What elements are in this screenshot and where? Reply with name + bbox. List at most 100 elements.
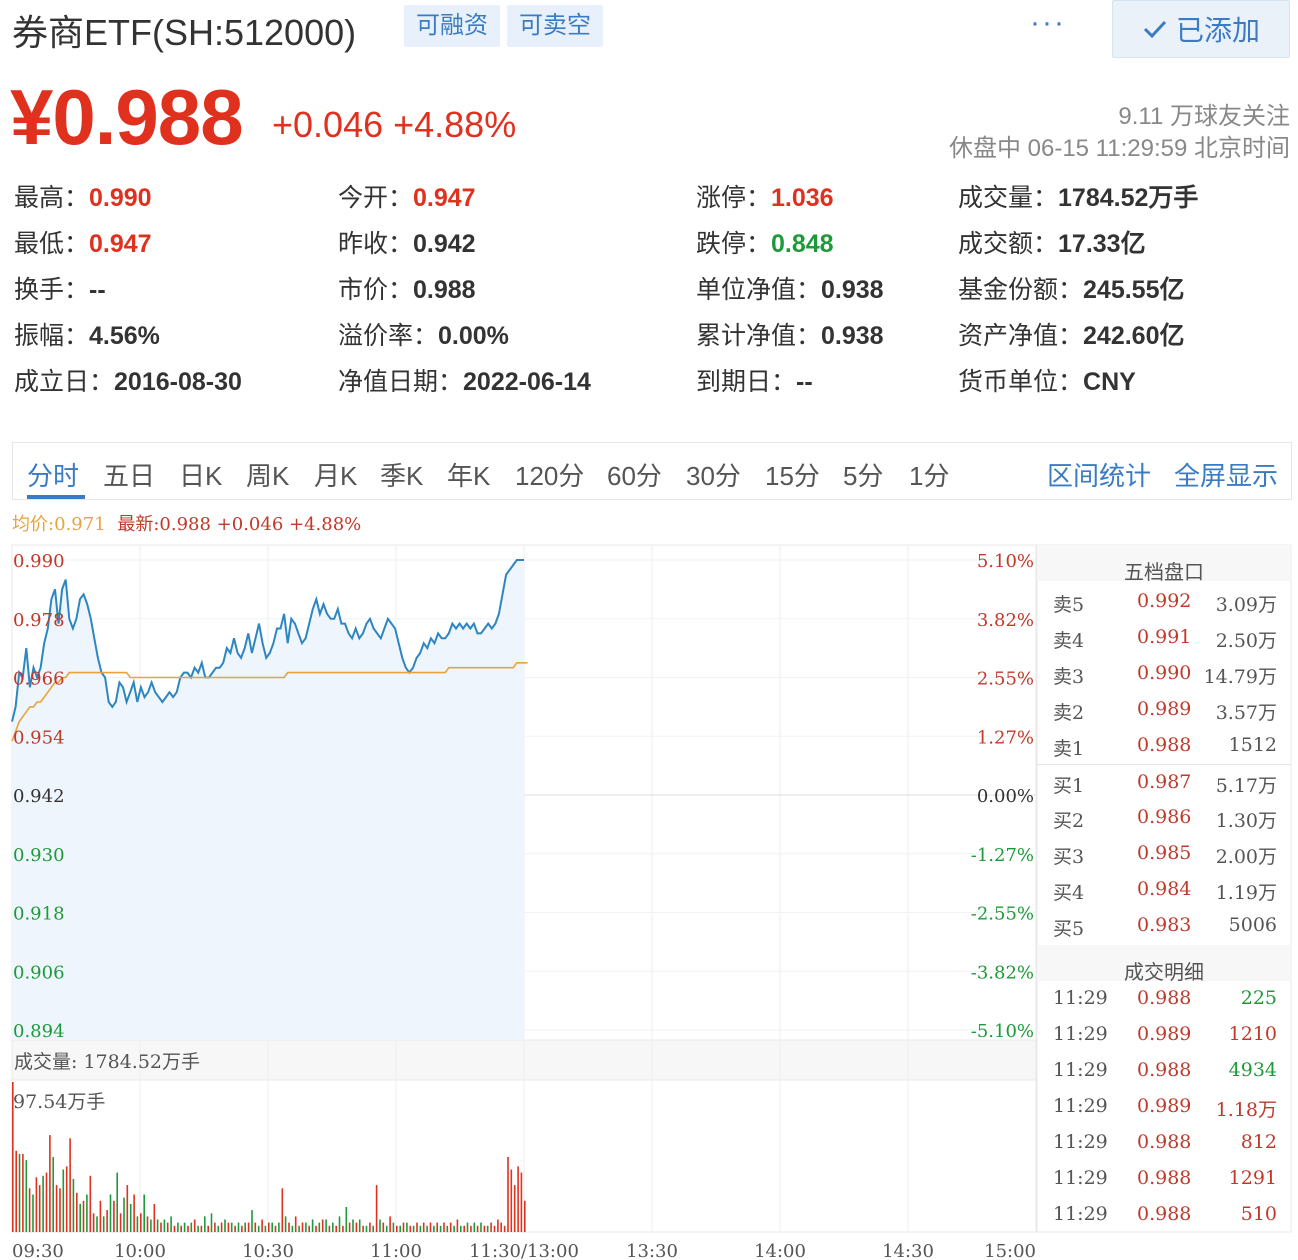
volume-bar (412, 1225, 415, 1233)
tab-period[interactable]: 年K (447, 461, 491, 491)
tab-period[interactable]: 60分 (607, 461, 662, 491)
y-pct-tick: 2.55% (977, 669, 1034, 690)
tab-period[interactable]: 季K (380, 461, 424, 491)
orderbook-level: 卖3 (1053, 666, 1085, 688)
volume-bar (230, 1222, 233, 1232)
trade-row: 11:29 0.989 1210 (1037, 1017, 1291, 1053)
tab-period[interactable]: 五日 (103, 461, 156, 491)
volume-bar (416, 1222, 418, 1232)
volume-bar (241, 1225, 243, 1233)
volume-bar (129, 1203, 132, 1232)
tab-period[interactable]: 1分 (909, 461, 950, 491)
tab-period[interactable]: 月K (314, 461, 358, 491)
volume-bar (463, 1225, 465, 1233)
trade-time: 11:29 (1053, 1095, 1108, 1117)
volume-bar (517, 1166, 519, 1232)
tab-period[interactable]: 15分 (765, 461, 820, 491)
range-stats-button[interactable]: 区间统计 (1047, 461, 1152, 491)
orderbook-price: 0.991 (1137, 626, 1192, 648)
volume-bar (92, 1213, 95, 1233)
trade-price: 0.988 (1137, 1203, 1192, 1225)
stat-item: 最高：0.990 (14, 178, 152, 214)
stat-value: CNY (1083, 368, 1136, 396)
orderbook-row: 买1 0.987 5.17万 (1037, 764, 1291, 800)
stat-label: 货币单位： (958, 368, 1084, 396)
stat-label: 换手： (14, 276, 90, 304)
tab-period[interactable]: 30分 (686, 461, 741, 491)
volume-bar (426, 1225, 428, 1233)
trade-volume: 1210 (1228, 1023, 1277, 1045)
volume-bar (76, 1192, 78, 1232)
trade-time: 11:29 (1053, 1023, 1108, 1045)
x-time-tick: 09:30 (12, 1241, 64, 1260)
stat-item: 今开：0.947 (338, 178, 476, 214)
stat-item: 换手：-- (14, 270, 106, 306)
volume-bar (59, 1188, 61, 1233)
trade-row: 11:29 0.989 1.18万 (1037, 1089, 1291, 1125)
checkmark-icon (1143, 20, 1167, 39)
orderbook-price: 0.987 (1137, 771, 1192, 793)
volume-bar (281, 1188, 284, 1233)
orderbook-volume: 14.79万 (1203, 666, 1277, 688)
trade-volume: 812 (1240, 1131, 1277, 1153)
active-tab-indicator (27, 495, 85, 499)
volume-bar (335, 1225, 337, 1233)
volume-bar (15, 1150, 17, 1233)
followers-count[interactable]: 9.11 万球友关注 (1118, 103, 1290, 130)
trade-volume: 1.18万 (1215, 1099, 1277, 1121)
tab-period[interactable]: 5分 (843, 461, 884, 491)
volume-bar (375, 1185, 378, 1232)
volume-bar (372, 1225, 374, 1233)
volume-bar (200, 1225, 203, 1233)
volume-bar (358, 1219, 361, 1232)
tag-short-selling[interactable]: 可卖空 (507, 5, 603, 47)
price-area-fill (12, 560, 524, 1040)
y-pct-tick: -5.10% (971, 1021, 1034, 1042)
volume-bar (173, 1225, 176, 1233)
stat-item: 净值日期：2022-06-14 (338, 362, 591, 398)
orderbook-price: 0.985 (1137, 842, 1192, 864)
trade-row: 11:29 0.988 225 (1037, 981, 1291, 1017)
orderbook-level: 卖5 (1053, 594, 1085, 616)
volume-bar (261, 1219, 263, 1232)
fullscreen-button[interactable]: 全屏显示 (1174, 461, 1279, 491)
stat-item: 最低：0.947 (14, 224, 152, 260)
volume-bar (466, 1222, 469, 1232)
added-to-watchlist-button[interactable]: 已添加 (1112, 0, 1290, 58)
volume-bar (352, 1219, 354, 1232)
intraday-chart[interactable]: 0.990 5.10% 0.978 3.82% 0.966 2.55% 0.954 1.27%… (0, 540, 1298, 1260)
volume-bar (96, 1216, 98, 1232)
tab-period[interactable]: 120分 (515, 461, 585, 491)
avg-price-line (11, 662, 528, 742)
legend-latest-price: 最新:0.988 +0.046 +4.88% (117, 514, 362, 535)
volume-bar (106, 1210, 108, 1232)
orderbook-price: 0.992 (1137, 590, 1192, 612)
volume-bar (348, 1222, 351, 1232)
volume-bar (497, 1219, 499, 1232)
volume-bar (62, 1169, 65, 1232)
volume-bar (237, 1222, 240, 1232)
tab-period[interactable]: 日K (179, 461, 223, 491)
volume-bar (325, 1219, 327, 1232)
volume-bar (365, 1225, 368, 1233)
more-icon[interactable]: ··· (1030, 6, 1066, 39)
orderbook-volume: 1.19万 (1215, 882, 1277, 904)
volume-bar (247, 1222, 250, 1232)
volume-bar (301, 1222, 304, 1232)
stat-item: 货币单位：CNY (958, 362, 1136, 398)
volume-bar (446, 1225, 449, 1233)
tab-period[interactable]: 分时 (27, 461, 80, 491)
trade-volume: 225 (1240, 987, 1277, 1009)
volume-bar (308, 1225, 310, 1233)
volume-max-label: 97.54万手 (13, 1091, 105, 1113)
tag-margin-financing[interactable]: 可融资 (404, 5, 500, 47)
volume-bar (55, 1185, 58, 1232)
stat-item: 基金份额：245.55亿 (958, 270, 1184, 306)
orderbook-volume: 2.00万 (1215, 846, 1277, 868)
volume-bar (146, 1216, 149, 1232)
stat-value: 0.942 (413, 230, 476, 258)
volume-bar (490, 1222, 492, 1232)
stat-label: 市价： (338, 276, 414, 304)
volume-bar (214, 1222, 216, 1232)
tab-period[interactable]: 周K (246, 461, 290, 491)
